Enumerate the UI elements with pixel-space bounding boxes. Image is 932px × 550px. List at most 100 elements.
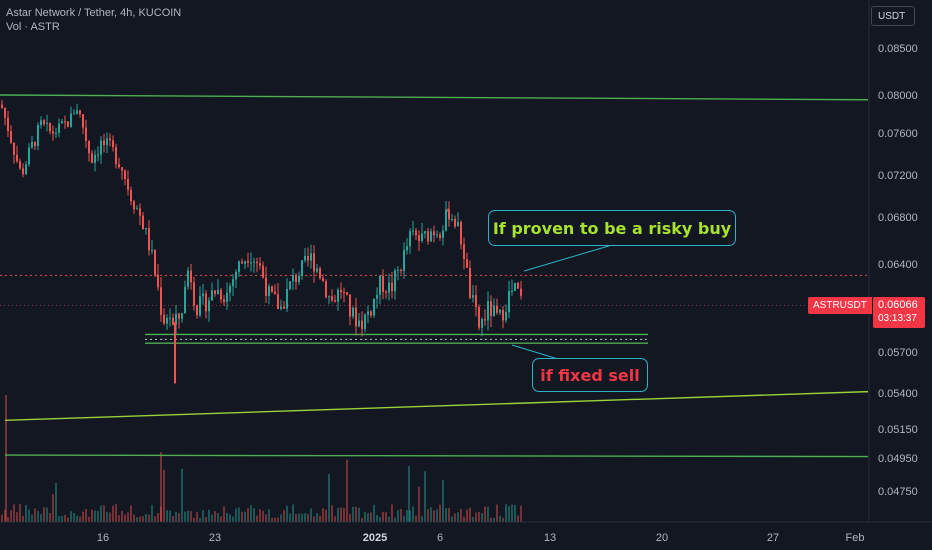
- candle-body: [31, 141, 33, 148]
- candle-body: [82, 114, 84, 128]
- volume-bar: [175, 511, 177, 522]
- candle-body: [40, 120, 42, 126]
- candle-body: [139, 208, 141, 216]
- volume-bar: [289, 513, 291, 522]
- volume-bar: [67, 517, 69, 522]
- candle-body: [193, 282, 195, 306]
- currency-button[interactable]: USDT: [871, 6, 915, 26]
- candle-body: [244, 261, 246, 264]
- volume-bar: [463, 516, 465, 522]
- candle-body: [499, 309, 501, 313]
- candle-body: [517, 283, 519, 289]
- price-scale-label: 0.08500: [878, 43, 918, 55]
- volume-bar: [310, 508, 312, 522]
- candle-body: [37, 125, 39, 146]
- volume-bar: [31, 514, 33, 522]
- candle-body: [19, 161, 21, 169]
- volume-bar: [274, 517, 276, 522]
- candle-body: [427, 231, 429, 242]
- volume-bar: [334, 516, 336, 522]
- volume-bar: [484, 506, 486, 522]
- candle-body: [73, 113, 75, 115]
- volume-bar: [235, 508, 237, 522]
- volume-bar: [391, 504, 393, 522]
- volume-bar: [190, 511, 192, 522]
- volume-bar: [364, 511, 366, 522]
- volume-bar: [430, 507, 432, 522]
- volume-bar: [508, 506, 510, 522]
- candle-body: [451, 218, 453, 220]
- volume-bar: [217, 513, 219, 522]
- volume-bar: [337, 508, 339, 522]
- bar-countdown: 03:13:37: [878, 313, 917, 324]
- candle-body: [178, 313, 180, 319]
- volume-spike: [160, 452, 162, 522]
- candle-body: [256, 261, 258, 264]
- candle-body: [418, 235, 420, 242]
- volume-indicator-label[interactable]: Vol · ASTR: [6, 21, 60, 33]
- candle-body: [16, 154, 18, 162]
- volume-bar: [184, 511, 186, 522]
- candle-body: [112, 140, 114, 148]
- sell-annotation[interactable]: if fixed sell: [532, 358, 648, 392]
- price-scale-label: 0.04950: [878, 453, 918, 465]
- candle-body: [76, 110, 78, 114]
- candle-body: [133, 201, 135, 210]
- candle-body: [46, 122, 48, 124]
- candle-body: [205, 293, 207, 312]
- volume-bar: [193, 517, 195, 522]
- volume-bar: [481, 513, 483, 522]
- candle-body: [316, 268, 318, 272]
- volume-bar: [211, 514, 213, 522]
- volume-bar: [226, 512, 228, 522]
- candle-body: [355, 307, 357, 327]
- candle-body: [199, 296, 201, 316]
- candle-body: [457, 221, 459, 227]
- volume-bar: [238, 507, 240, 522]
- candle-body: [64, 121, 66, 123]
- volume-bar: [229, 514, 231, 522]
- candle-body: [346, 292, 348, 295]
- volume-bar: [196, 511, 198, 522]
- candle-body: [196, 305, 198, 316]
- candle-body: [436, 234, 438, 236]
- candle-body: [115, 147, 117, 165]
- volume-bar: [127, 512, 129, 522]
- candle-body: [487, 301, 489, 321]
- candle-body: [373, 298, 375, 316]
- candle-body: [403, 250, 405, 271]
- buy-annotation[interactable]: If proven to be a risky buy: [488, 210, 736, 246]
- symbol-price-tag: ASTRUSDT: [808, 297, 872, 314]
- candle-body: [184, 286, 186, 314]
- candle-body: [250, 262, 252, 264]
- candle-body: [439, 234, 441, 238]
- candle-body: [220, 289, 222, 300]
- volume-bar: [142, 516, 144, 522]
- volume-bar: [115, 504, 117, 522]
- candle-body: [490, 301, 492, 316]
- volume-bar: [517, 515, 519, 522]
- candle-body: [277, 294, 279, 309]
- volume-bar: [169, 510, 171, 522]
- volume-spike: [5, 395, 7, 522]
- candle-body: [211, 290, 213, 301]
- volume-bar: [280, 514, 282, 522]
- candle-body: [424, 231, 426, 234]
- volume-bar: [79, 516, 81, 522]
- candle-body: [142, 215, 144, 230]
- volume-bar: [490, 517, 492, 522]
- volume-bar: [166, 510, 168, 522]
- volume-bar: [496, 504, 498, 522]
- volume-bar: [283, 510, 285, 522]
- candle-body: [349, 294, 351, 317]
- candle-body: [121, 167, 123, 171]
- candle-body: [328, 296, 330, 298]
- volume-bar: [340, 507, 342, 522]
- candle-body: [484, 319, 486, 321]
- volume-bar: [433, 510, 435, 522]
- volume-bar: [28, 509, 30, 522]
- last-price-value: 0.06066: [878, 299, 918, 311]
- volume-bar: [442, 479, 444, 522]
- candle-body: [10, 131, 12, 143]
